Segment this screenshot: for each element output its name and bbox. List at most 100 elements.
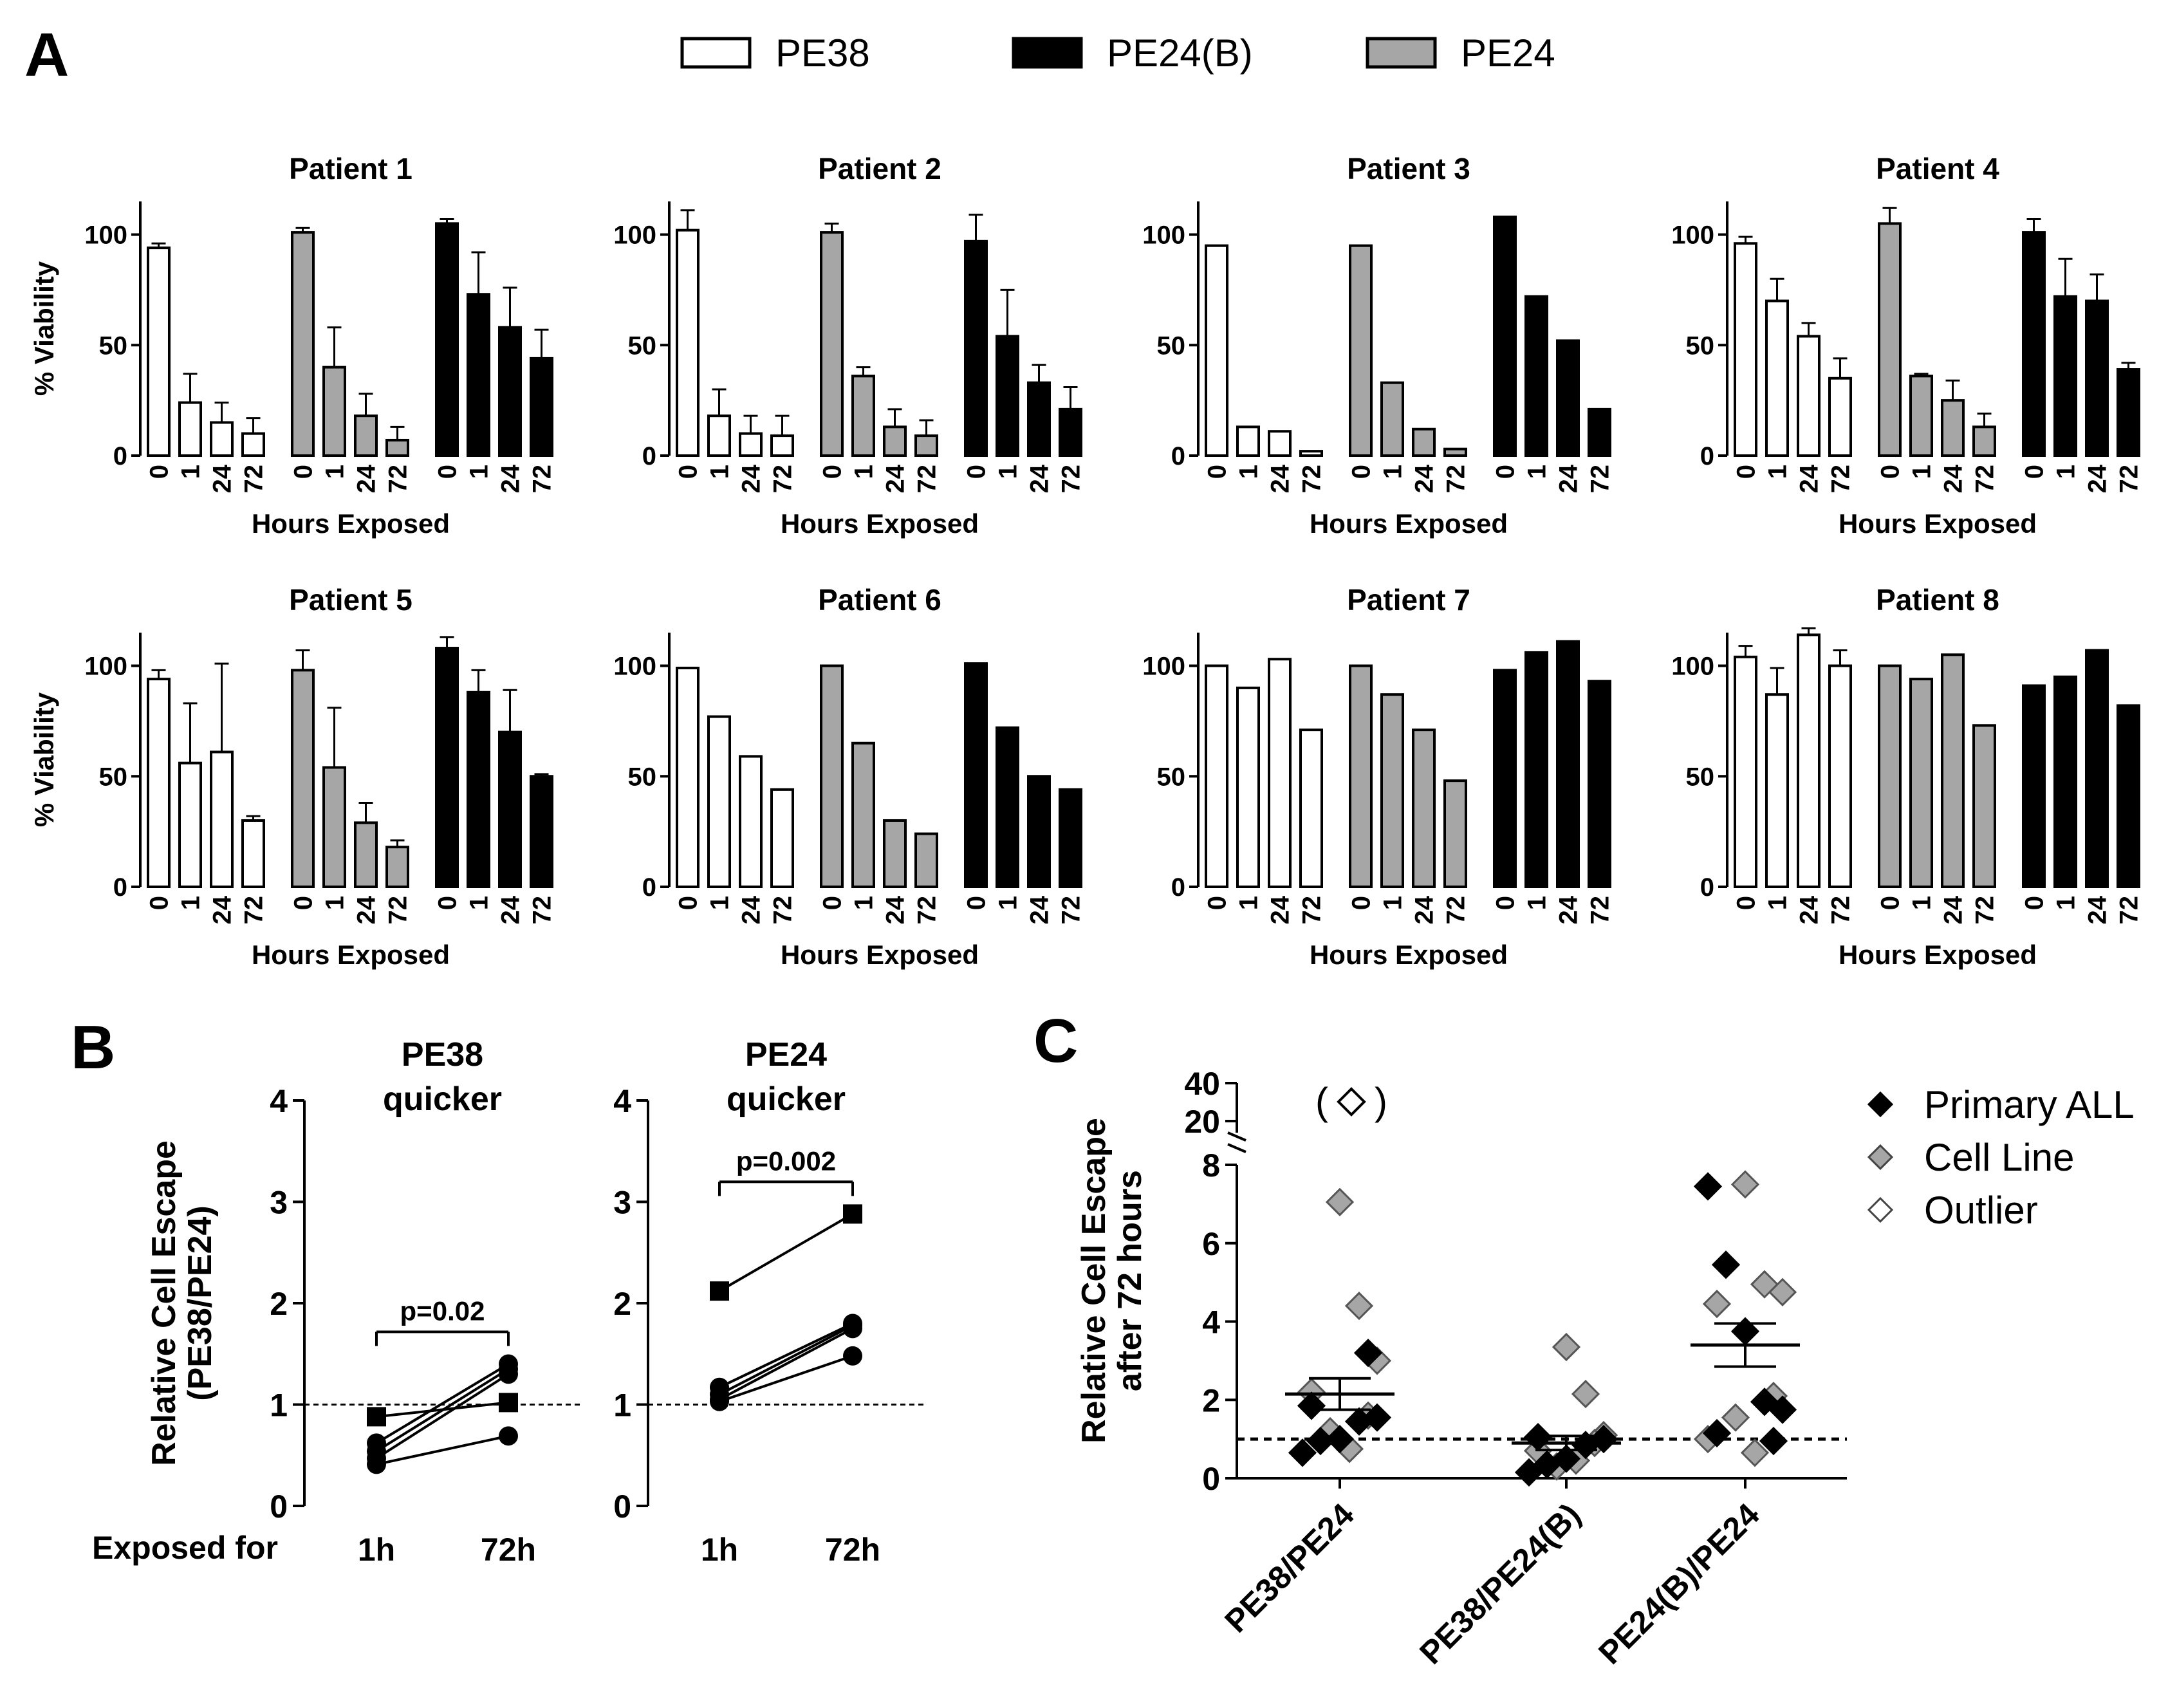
x-tick-label: 0 [819,896,847,910]
x-tick-label: 24 [1555,895,1583,924]
bar-PE24-24 [354,821,378,889]
primary-all-point [1693,1172,1723,1201]
bar-PE38-1 [1236,425,1260,458]
outlier-paren-close: ) [1375,1080,1387,1123]
y-tick-label: 2 [1202,1382,1220,1418]
cell-line-point [1325,1187,1355,1216]
x-tick-label: 72 [528,465,557,494]
y-tick-label: 50 [1157,331,1186,360]
x-tick-label: 1 [2052,896,2080,910]
x-tick-label: 0 [819,465,847,479]
circle-marker [710,1391,729,1411]
bar-PE24-1 [322,366,346,458]
bar-PE24-24 [354,414,378,457]
panel-c-scatter-chart: Relative Cell Escapeafter 72 hours 0 2 4 6 8 4… [1075,1066,2135,1671]
bar-PE24-72 [1443,447,1467,458]
x-tick-label: 0 [1203,896,1232,910]
y-tick-label: 3 [613,1185,631,1221]
patient-title: Patient 7 [1347,583,1470,617]
subplot-title-line2: quicker [383,1081,502,1118]
x-tick-label: 72 [769,465,797,494]
circle-marker [843,1346,862,1366]
y-tick-label: 20 [1184,1104,1220,1140]
x-tick-label: 0 [963,896,991,910]
bar-PE24-0 [291,669,315,889]
bar-PE38-24 [1797,335,1821,457]
bar-PE38-0 [1205,244,1228,457]
patient-title: Patient 8 [1876,583,1999,617]
x-tick-label: 0 [290,465,318,479]
bar-PE24(B)-72 [1588,680,1611,888]
x-tick-label: 24 [1555,464,1583,493]
y-tick-label: 2 [613,1286,631,1322]
y-tick-label: 50 [628,331,657,360]
y-axis-label-b-line1: Relative Cell Escape [145,1140,183,1466]
x-tick-label: 72 [1442,896,1470,925]
x-tick-label: 1 [177,896,205,910]
y-axis-label-b-line2: (PE38/PE24) [181,1205,219,1401]
y-tick-label: 50 [1157,763,1186,791]
bar-PE24(B)-72 [2117,704,2140,888]
legend-swatch-1 [1012,37,1083,69]
bar-PE24-0 [1878,222,1902,457]
x-tick-label: 1 [1235,465,1263,479]
x-tick-label: 72 [240,896,268,925]
bar-PE38-1 [1765,693,1789,889]
bar-PE24-0 [1349,244,1373,457]
y-tick-label: 4 [270,1083,288,1119]
x-tick-label: 0 [2021,465,2049,479]
x-tick-label: 1 [2052,465,2080,479]
x-tick-label: 1 [177,465,205,479]
y-tick-label: 100 [84,221,127,250]
x-tick-label: 0 [1492,896,1520,910]
panel-b-line-charts: Relative Cell Escape(PE38/PE24) Exposed f… [92,1036,927,1568]
x-tick-label: 72 [2115,896,2144,925]
x-tick-label: 72 [1586,896,1615,925]
bar-PE38-0 [1734,242,1757,457]
y-tick-label: 1 [270,1388,288,1424]
x-tick-label: 72 [384,465,412,494]
x-tick-label: 72 [528,896,557,925]
panel-label-a: A [24,21,69,89]
b-subplot-2: PE24 quicker 0 1 2 3 4 1h 72h p=0.002 [613,1036,927,1568]
y-tick-label: 0 [1171,442,1185,470]
group-1: PE38/PE24 [1218,1187,1394,1640]
bar-PE24(B)-1 [1524,651,1548,888]
bar-PE38-72 [770,788,794,888]
bar-PE24(B)-72 [530,357,553,457]
x-tick-label: 1 [465,465,494,479]
x-axis-label: Hours Exposed [1839,940,2037,970]
bar-PE24-24 [1412,729,1436,889]
x-tick-label: 24 [353,464,381,493]
x-axis-label: Hours Exposed [1310,508,1508,539]
x-tick-label: 1 [706,465,734,479]
bar-PE24-1 [851,741,875,888]
legend-c-label-2: Outlier [1924,1189,2038,1232]
primary-all-point [1552,1444,1581,1473]
primary-all-point [1759,1427,1788,1456]
x-tick-label: 0 [1203,465,1232,479]
x-tick-label: 0 [2021,896,2049,910]
primary-all-point [1297,1391,1326,1420]
bar-PE24-1 [851,375,875,458]
y-tick-label: 0 [1700,873,1714,902]
x-tick-label: 24 [1026,464,1054,493]
square-marker [843,1204,862,1224]
bar-PE24-0 [1878,664,1902,888]
bar-PE38-72 [1828,376,1852,457]
category-label: PE38/PE24 [1218,1496,1361,1640]
x-tick-label: 24 [497,895,525,924]
y-tick-label: 4 [613,1083,631,1119]
square-marker [710,1281,729,1301]
primary-all-point [1711,1250,1741,1279]
series-line-3 [375,1368,510,1453]
x-tick-label: 24 [497,464,525,493]
x-tick-label: 1 [1379,896,1407,910]
x-tick-label: 72 [1298,465,1326,494]
bar-PE24(B)-0 [1493,669,1517,889]
bar-PE24(B)-1 [467,691,490,888]
p-value: p=0.002 [736,1146,836,1176]
